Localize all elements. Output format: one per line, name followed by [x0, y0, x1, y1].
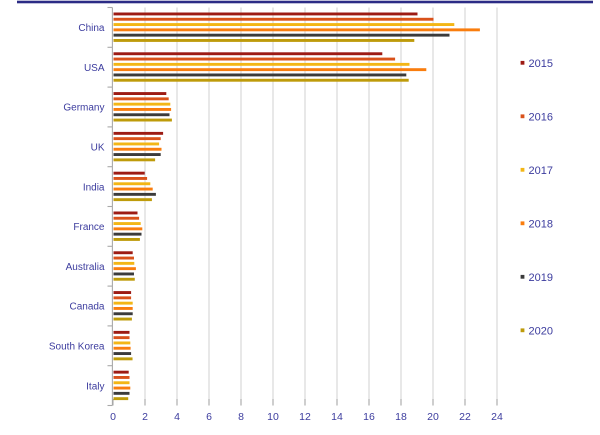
svg-text:2015: 2015: [529, 58, 553, 70]
svg-text:Germany: Germany: [63, 103, 104, 114]
svg-text:6: 6: [206, 411, 212, 423]
svg-text:South Korea: South Korea: [49, 342, 105, 353]
svg-text:China: China: [78, 23, 105, 34]
svg-text:14: 14: [331, 411, 343, 423]
svg-text:UK: UK: [91, 143, 105, 154]
svg-text:2018: 2018: [529, 218, 553, 230]
svg-text:Australia: Australia: [66, 262, 105, 273]
svg-text:0: 0: [110, 411, 116, 423]
svg-text:India: India: [83, 182, 105, 193]
svg-text:24: 24: [491, 411, 503, 423]
svg-text:2017: 2017: [529, 165, 553, 177]
svg-text:France: France: [73, 222, 105, 233]
svg-text:2016: 2016: [529, 111, 553, 123]
svg-text:8: 8: [238, 411, 244, 423]
svg-text:USA: USA: [84, 63, 105, 74]
svg-text:Italy: Italy: [86, 381, 104, 392]
svg-text:10: 10: [267, 411, 279, 423]
svg-text:Canada: Canada: [69, 302, 104, 313]
svg-text:2020: 2020: [529, 325, 553, 337]
svg-text:12: 12: [299, 411, 311, 423]
svg-text:2: 2: [142, 411, 148, 423]
svg-text:4: 4: [174, 411, 180, 423]
svg-text:2019: 2019: [529, 272, 553, 284]
svg-text:16: 16: [363, 411, 375, 423]
svg-text:18: 18: [395, 411, 407, 423]
svg-text:22: 22: [459, 411, 471, 423]
svg-text:20: 20: [427, 411, 439, 423]
